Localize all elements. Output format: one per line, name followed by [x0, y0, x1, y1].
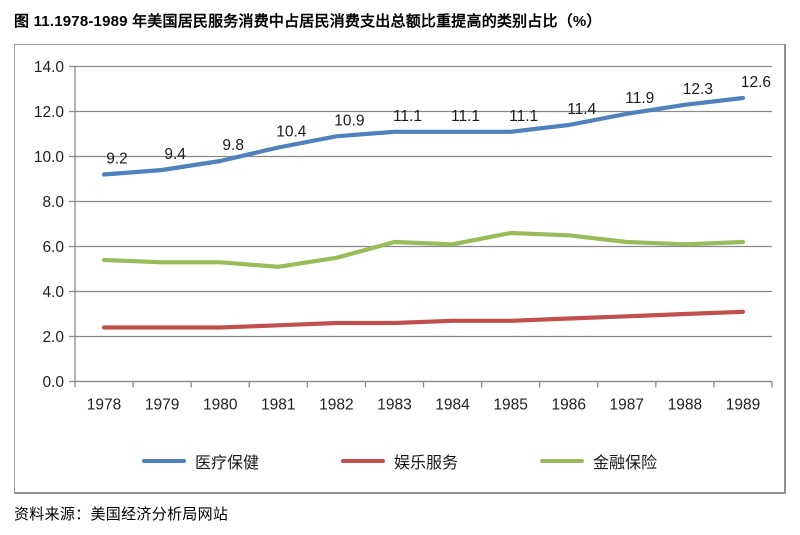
data-label: 11.1: [509, 108, 538, 125]
y-axis-tick-label: 4.0: [42, 284, 64, 301]
x-axis-tick-label: 1982: [319, 397, 353, 414]
data-label: 9.8: [222, 137, 244, 154]
x-axis-tick-label: 1988: [668, 397, 702, 414]
x-axis-tick-label: 1987: [610, 397, 644, 414]
series-line-entertainment-services: [101, 309, 746, 330]
series-line-financial-insurance: [101, 230, 746, 269]
source-note: 资料来源：美国经济分析局网站: [14, 506, 229, 523]
y-axis-tick-label: 2.0: [42, 329, 64, 346]
x-axis-tick-label: 1984: [435, 397, 470, 414]
chart-title: 图 11.1978-1989 年美国居民服务消费中占居民消费支出总额比重提高的类…: [14, 13, 602, 30]
legend-item-financial-insurance: 金融保险: [540, 449, 657, 473]
legend-line-swatch: [141, 459, 186, 463]
y-axis-tick-label: 0.0: [42, 374, 64, 391]
data-label: 12.6: [741, 74, 771, 91]
legend-item-entertainment-services: 娱乐服务: [340, 449, 458, 473]
y-axis-tick-label: 8.0: [42, 194, 64, 211]
x-axis-tick-label: 1979: [145, 397, 179, 414]
x-axis-tick-label: 1985: [493, 397, 527, 414]
data-label: 11.4: [567, 101, 596, 118]
legend-label: 金融保险: [593, 455, 658, 472]
legend-line-swatch: [540, 459, 584, 463]
x-axis-tick-label: 1989: [726, 397, 760, 414]
data-label: 12.3: [683, 81, 713, 98]
chart-frame: [14, 44, 786, 494]
x-axis-tick-label: 1978: [87, 397, 121, 414]
x-axis-tick-label: 1986: [551, 397, 585, 414]
data-label: 9.2: [106, 151, 128, 168]
x-axis-tick-label: 1983: [377, 397, 411, 414]
x-axis-tick-label: 1981: [261, 397, 295, 414]
legend-item-healthcare: 医疗保健: [141, 449, 259, 473]
data-label: 10.4: [276, 124, 307, 141]
data-label: 11.9: [625, 90, 654, 107]
data-label: 9.4: [164, 146, 186, 163]
legend-line-swatch: [340, 459, 385, 463]
data-label: 10.9: [334, 112, 364, 129]
data-label: 11.1: [451, 108, 480, 125]
legend-label: 娱乐服务: [393, 455, 458, 472]
x-axis-tick-label: 1980: [203, 397, 238, 414]
y-axis-tick-label: 10.0: [34, 149, 65, 166]
y-axis-tick-label: 12.0: [34, 104, 65, 121]
data-label: 11.1: [393, 108, 422, 125]
series-line-healthcare: [101, 95, 746, 177]
y-axis-tick-label: 14.0: [34, 59, 65, 76]
chart-legend: 医疗保健 娱乐服务 金融保险: [14, 448, 785, 474]
legend-label: 医疗保健: [194, 455, 259, 472]
y-axis-tick-label: 6.0: [42, 239, 64, 256]
